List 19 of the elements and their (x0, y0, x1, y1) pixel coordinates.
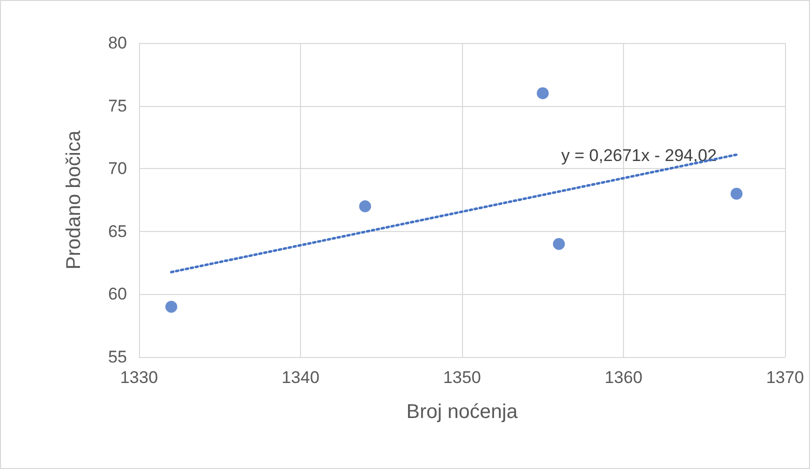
x-tick-label: 1350 (443, 368, 481, 387)
x-tick-label: 1370 (766, 368, 804, 387)
point (359, 200, 372, 212)
point (165, 300, 178, 313)
y-tick-label: 55 (108, 348, 127, 366)
annotation: y = 0,2671x - 294,02 (561, 146, 717, 165)
y-tick-label: 60 (108, 284, 127, 304)
y-tick-label: 65 (108, 222, 127, 241)
point (536, 87, 549, 100)
point (730, 188, 743, 200)
y-tick-label: 80 (108, 34, 127, 52)
y-tick-label: 70 (108, 159, 127, 178)
point (552, 238, 565, 250)
y-axis-title: Prodano bočica (63, 130, 85, 270)
x-tick-label: 1340 (282, 368, 320, 387)
x-axis-title: Broj noćenja (406, 401, 518, 423)
x-tick-label: 1360 (604, 368, 642, 387)
x-tick-label: 1330 (120, 368, 158, 387)
y-tick-label: 75 (108, 96, 127, 116)
